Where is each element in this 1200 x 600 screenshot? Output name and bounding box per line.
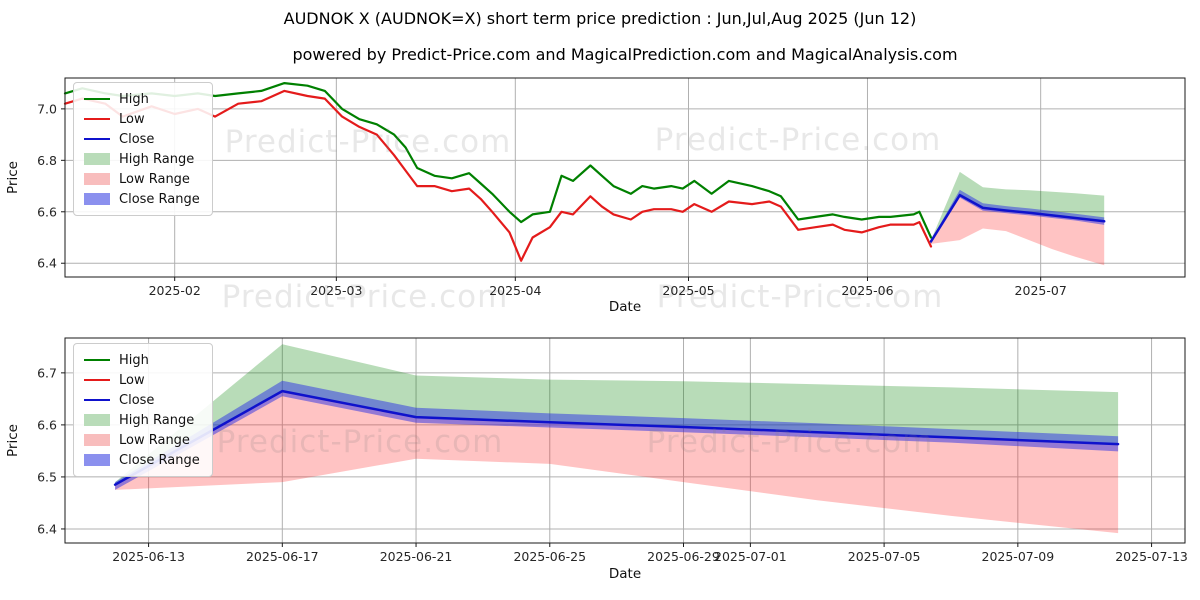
- watermark-text: Predict-Price.com: [656, 279, 944, 315]
- legend-label: Close Range: [119, 191, 200, 207]
- plot-border: [64, 337, 1186, 544]
- y-tick-label: 6.4: [37, 256, 57, 271]
- legend-item-close-range: Close Range: [84, 450, 200, 470]
- y-axis-label: Price: [5, 161, 21, 194]
- x-tick-label: 2025-06-21: [380, 549, 453, 564]
- x-tick-label: 2025-03: [310, 283, 362, 298]
- y-tick-label: 6.6: [37, 417, 57, 432]
- legend-item-high: High: [84, 89, 200, 109]
- legend-item-high: High: [84, 350, 200, 370]
- plot-border: [64, 77, 1186, 278]
- x-tick-label: 2025-06-17: [246, 549, 319, 564]
- y-tick-label: 6.7: [37, 365, 57, 380]
- legend-item-close: Close: [84, 390, 200, 410]
- legend-line-swatch: [84, 98, 110, 100]
- x-tick-label: 2025-07-13: [1115, 549, 1188, 564]
- high-line: [63, 81, 933, 239]
- legend-patch-swatch: [84, 434, 110, 446]
- legend-item-high-range: High Range: [84, 410, 200, 430]
- x-tick-label: 2025-06-25: [513, 549, 586, 564]
- x-tick-label: 2025-04: [489, 283, 541, 298]
- x-tick-label: 2025-06-13: [112, 549, 185, 564]
- watermark-text: Predict-Price.com: [221, 279, 509, 315]
- x-tick-label: 2025-07-05: [848, 549, 921, 564]
- legend-line-swatch: [84, 138, 110, 140]
- legend-label: Close: [119, 131, 155, 147]
- legend-line-swatch: [84, 359, 110, 361]
- legend-label: Low Range: [119, 432, 190, 448]
- legend-label: Low: [119, 372, 145, 388]
- legend-label: Close: [119, 392, 155, 408]
- legend-patch-swatch: [84, 173, 110, 185]
- x-tick-label: 2025-07-01: [714, 549, 787, 564]
- legend-line-swatch: [84, 379, 110, 381]
- legend-item-low-range: Low Range: [84, 169, 200, 189]
- watermark-text: Predict-Price.com: [217, 424, 504, 460]
- legend-item-close: Close: [84, 129, 200, 149]
- y-tick-label: 7.0: [37, 101, 57, 116]
- legend: High Low Close High Range Low Range Close Ran…: [73, 343, 213, 477]
- legend-item-high-range: High Range: [84, 149, 200, 169]
- x-tick-label: 2025-07-09: [982, 549, 1055, 564]
- watermark-text: Predict-Price.com: [655, 122, 942, 158]
- high-range-area: [931, 171, 1105, 242]
- low-line: [63, 89, 933, 262]
- y-tick-label: 6.4: [37, 521, 57, 536]
- x-tick-label: 2025-06-29: [647, 549, 720, 564]
- legend-patch-swatch: [84, 153, 110, 165]
- y-tick-label: 6.8: [37, 153, 57, 168]
- high-range-area: [115, 344, 1119, 485]
- legend-label: Low: [119, 111, 145, 127]
- legend-patch-swatch: [84, 414, 110, 426]
- legend-item-low-range: Low Range: [84, 430, 200, 450]
- legend-label: High: [119, 352, 149, 368]
- page-title: AUDNOK X (AUDNOK=X) short term price pre…: [283, 9, 917, 28]
- figure-subtitle: powered by Predict-Price.com and Magical…: [292, 45, 958, 64]
- legend-line-swatch: [84, 118, 110, 120]
- legend-patch-swatch: [84, 454, 110, 466]
- x-tick-label: 2025-07: [1015, 283, 1067, 298]
- legend-item-low: Low: [84, 370, 200, 390]
- legend-label: Low Range: [119, 171, 190, 187]
- x-tick-label: 2025-02: [149, 283, 201, 298]
- close-line: [113, 389, 1120, 486]
- legend-patch-swatch: [84, 193, 110, 205]
- x-axis-label: Date: [609, 299, 641, 315]
- legend-item-low: Low: [84, 109, 200, 129]
- legend: High Low Close High Range Low Range Close Ran…: [73, 82, 213, 216]
- y-tick-label: 6.6: [37, 204, 57, 219]
- legend-line-swatch: [84, 399, 110, 401]
- legend-label: High Range: [119, 412, 195, 428]
- watermark-text: Predict-Price.com: [225, 124, 512, 160]
- y-tick-label: 6.5: [37, 469, 57, 484]
- x-tick-label: 2025-05: [662, 283, 714, 298]
- watermark-text: Predict-Price.com: [647, 424, 934, 460]
- low-range-area: [115, 391, 1119, 534]
- y-axis-label: Price: [5, 424, 21, 457]
- legend-item-close-range: Close Range: [84, 189, 200, 209]
- low-range-area: [931, 195, 1105, 266]
- close-line: [929, 193, 1106, 243]
- legend-label: High: [119, 91, 149, 107]
- legend-label: Close Range: [119, 452, 200, 468]
- legend-label: High Range: [119, 151, 195, 167]
- x-tick-label: 2025-06: [841, 283, 893, 298]
- x-axis-label: Date: [609, 566, 641, 582]
